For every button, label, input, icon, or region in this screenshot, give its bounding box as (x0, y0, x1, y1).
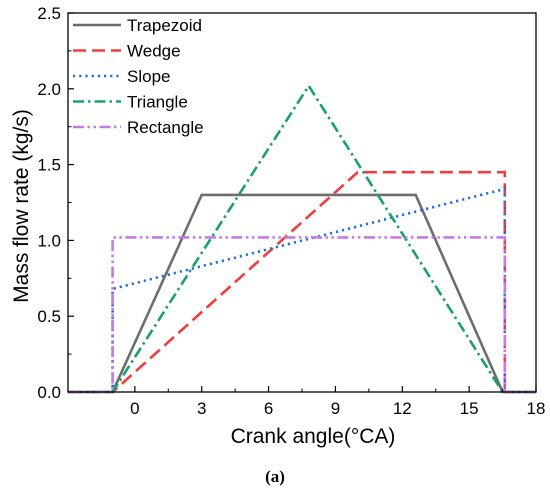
y-tick-label: 0.5 (37, 307, 61, 326)
legend-label-wedge: Wedge (127, 42, 181, 61)
legend-label-rectangle: Rectangle (127, 118, 204, 137)
y-tick-label: 2.0 (37, 80, 61, 99)
y-tick-label: 1.5 (37, 156, 61, 175)
axis-ticks: 0 3 6 9 12 15 18 0.0 0.5 1.0 1.5 2.0 2.5 (37, 4, 545, 418)
x-tick-label: 15 (460, 399, 479, 418)
y-axis-title: Mass flow rate (kg/s) (10, 109, 33, 303)
x-tick-label: 12 (393, 399, 412, 418)
legend-label-slope: Slope (127, 67, 170, 86)
figure-caption: (a) (265, 467, 285, 486)
y-tick-label: 0.0 (37, 383, 61, 402)
x-tick-label: 18 (527, 399, 546, 418)
x-axis-title: Crank angle(°CA) (231, 425, 396, 448)
x-tick-label: 9 (331, 399, 340, 418)
legend-label-trapezoid: Trapezoid (127, 16, 202, 35)
series-line-slope (68, 187, 536, 394)
legend-label-triangle: Triangle (127, 93, 188, 112)
y-tick-label: 2.5 (37, 4, 61, 23)
y-tick-label: 1.0 (37, 231, 61, 250)
legend: Trapezoid Wedge Slope Triangle Rectangle (73, 16, 204, 137)
x-tick-label: 6 (264, 399, 273, 418)
x-tick-label: 3 (197, 399, 206, 418)
x-tick-label: 0 (130, 399, 139, 418)
series-line-trapezoid (68, 193, 536, 394)
